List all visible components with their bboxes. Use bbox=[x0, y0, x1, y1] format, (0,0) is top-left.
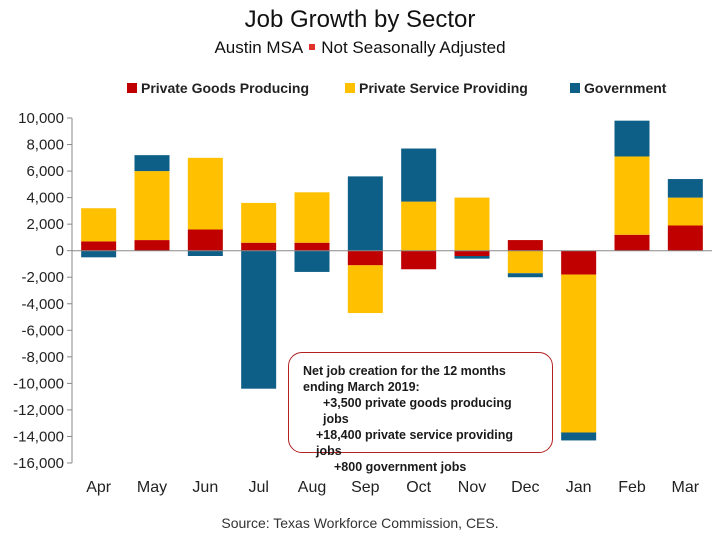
legend-swatch bbox=[570, 83, 580, 93]
x-tick-label: Dec bbox=[511, 479, 539, 496]
y-axis: 10,000 8,000 6,000 4,000 2,000 0 -2,000 -4,000 -… bbox=[13, 110, 73, 472]
subtitle-adjustment: Not Seasonally Adjusted bbox=[321, 38, 506, 57]
y-tick-label: -16,000 bbox=[13, 455, 64, 472]
bar-segment bbox=[614, 234, 650, 251]
chart-subtitle: Austin MSA Not Seasonally Adjusted bbox=[0, 38, 720, 58]
x-tick-label: Jun bbox=[192, 479, 218, 496]
bar-segment bbox=[614, 120, 650, 157]
bar-segment bbox=[134, 240, 170, 251]
legend: Private Goods Producing Private Service P… bbox=[127, 80, 667, 96]
bar-segment bbox=[134, 171, 170, 241]
y-tick-label: 0 bbox=[56, 243, 64, 260]
bar-segment bbox=[614, 156, 650, 235]
y-tick-label: -10,000 bbox=[13, 375, 64, 392]
bar-segment bbox=[667, 179, 703, 198]
x-tick-label: Apr bbox=[86, 479, 112, 496]
legend-label: Government bbox=[584, 80, 667, 96]
y-tick-label: -2,000 bbox=[21, 269, 64, 286]
y-tick-label: 6,000 bbox=[26, 163, 64, 180]
chart-title: Job Growth by Sector bbox=[244, 6, 476, 33]
bar-segment bbox=[561, 250, 597, 275]
annotation-line: ending March 2019: bbox=[303, 380, 420, 394]
bar-segment bbox=[241, 250, 277, 389]
annotation-line: Net job creation for the 12 months bbox=[303, 364, 506, 378]
annotation-box: Net job creation for the 12 months endin… bbox=[288, 352, 553, 474]
bar-segment bbox=[294, 250, 330, 272]
bar-segment bbox=[667, 197, 703, 226]
bar-segment bbox=[347, 176, 383, 251]
x-tick-label: Aug bbox=[298, 479, 326, 496]
x-tick-label: Nov bbox=[458, 479, 486, 496]
bar-segment bbox=[81, 241, 117, 251]
bar-segment bbox=[401, 250, 437, 270]
bar-segment bbox=[294, 242, 330, 251]
annotation-line: +3,500 private goods producing jobs bbox=[323, 396, 512, 426]
bar-segment bbox=[187, 250, 223, 256]
bar-segment bbox=[347, 250, 383, 266]
bar-segment bbox=[294, 192, 330, 243]
y-tick-label: 10,000 bbox=[18, 110, 64, 127]
bar-segment bbox=[81, 208, 117, 242]
x-axis: Apr May Jun Jul Aug Sep Oct Nov Dec Jan Feb Mar bbox=[72, 250, 712, 496]
bar-segment bbox=[667, 225, 703, 251]
legend-swatch bbox=[127, 83, 137, 93]
source-note: Source: Texas Workforce Commission, CES. bbox=[221, 515, 499, 531]
legend-swatch bbox=[345, 83, 355, 93]
subtitle-region: Austin MSA bbox=[214, 38, 304, 57]
y-tick-label: -12,000 bbox=[13, 402, 64, 419]
bar-segment bbox=[507, 250, 543, 274]
x-tick-label: Jul bbox=[248, 479, 268, 496]
x-tick-label: Jan bbox=[566, 479, 592, 496]
legend-label: Private Service Providing bbox=[359, 80, 528, 96]
bars bbox=[81, 120, 703, 441]
y-tick-label: 8,000 bbox=[26, 137, 64, 154]
bar-segment bbox=[241, 202, 277, 243]
bar-segment bbox=[347, 265, 383, 314]
y-tick-label: -4,000 bbox=[21, 296, 64, 313]
x-tick-label: Oct bbox=[406, 479, 431, 496]
x-tick-label: Feb bbox=[618, 479, 646, 496]
x-tick-label: May bbox=[137, 479, 167, 496]
y-tick-label: -8,000 bbox=[21, 349, 64, 366]
bar-segment bbox=[187, 229, 223, 251]
bar-segment bbox=[134, 155, 170, 172]
bar-segment bbox=[401, 148, 437, 202]
bar-segment bbox=[454, 250, 490, 256]
bar-segment bbox=[187, 157, 223, 230]
x-tick-label: Mar bbox=[672, 479, 700, 496]
bar-segment bbox=[561, 432, 597, 441]
y-tick-label: 4,000 bbox=[26, 190, 64, 207]
legend-label: Private Goods Producing bbox=[141, 80, 309, 96]
bar-segment bbox=[507, 240, 543, 251]
bar-segment bbox=[507, 273, 543, 278]
bar-segment bbox=[454, 197, 490, 251]
x-tick-label: Sep bbox=[351, 479, 380, 496]
bar-segment bbox=[81, 250, 117, 258]
bar-segment bbox=[241, 242, 277, 251]
y-tick-label: -14,000 bbox=[13, 428, 64, 445]
y-tick-label: 2,000 bbox=[26, 216, 64, 233]
bar-segment bbox=[401, 201, 437, 251]
annotation-line: +18,400 private service providing jobs bbox=[316, 428, 513, 458]
y-tick-label: -6,000 bbox=[21, 322, 64, 339]
subtitle-separator-icon bbox=[309, 43, 316, 50]
bar-segment bbox=[454, 256, 490, 259]
bar-segment bbox=[561, 274, 597, 433]
annotation-line: +800 government jobs bbox=[334, 460, 467, 474]
